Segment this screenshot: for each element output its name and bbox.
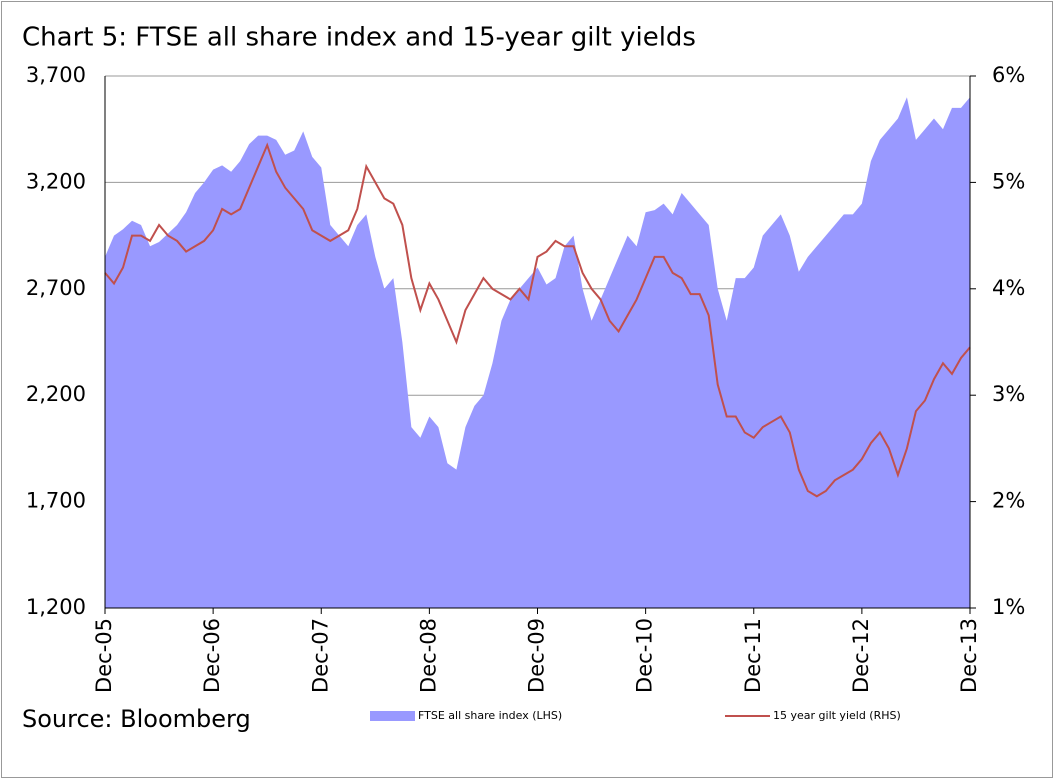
x-tick-label: Dec-12 [849,618,873,693]
y2-tick-label: 4% [992,276,1025,300]
y2-tick-label: 3% [992,382,1025,406]
y-tick-label: 2,700 [26,276,86,300]
y2-tick-label: 1% [992,595,1025,619]
y-tick-label: 1,700 [26,489,86,513]
y2-tick-label: 5% [992,169,1025,193]
x-tick-label: Dec-09 [525,618,549,693]
x-tick-label: Dec-11 [741,618,765,693]
x-tick-label: Dec-08 [416,618,440,693]
legend-swatch [370,711,415,721]
y-tick-label: 2,200 [26,382,86,406]
legend-label: FTSE all share index (LHS) [418,709,562,722]
y2-tick-label: 6% [992,63,1025,87]
chart-title: Chart 5: FTSE all share index and 15-yea… [22,23,696,53]
legend-label: 15 year gilt yield (RHS) [773,709,901,722]
x-tick-label: Dec-10 [633,618,657,693]
x-tick-label: Dec-07 [308,618,332,693]
ftse-area [105,97,970,608]
y-tick-label: 3,700 [26,63,86,87]
x-tick-label: Dec-06 [200,618,224,693]
gilt-line [104,142,971,498]
x-tick-label: Dec-05 [92,618,116,693]
y-tick-label: 1,200 [26,595,86,619]
x-tick-label: Dec-13 [957,618,981,693]
source-note: Source: Bloomberg [22,705,251,733]
y2-tick-label: 2% [992,489,1025,513]
y-tick-label: 3,200 [26,169,86,193]
